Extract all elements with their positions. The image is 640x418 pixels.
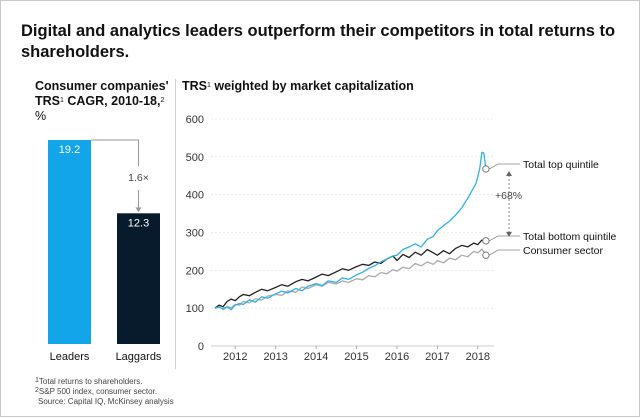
line-heading-sup: 1 (207, 82, 211, 89)
line-heading-text: weighted by market capitalization (210, 79, 414, 93)
multiplier-label: 1.6× (128, 172, 149, 184)
bar-category-label-leaders: Leaders (50, 351, 90, 363)
bar-heading-sup2: 2 (160, 97, 165, 104)
x-tick-label-2012: 2012 (223, 351, 247, 363)
y-tick-label-100: 100 (186, 303, 204, 315)
series-line-consumer-sector (214, 248, 487, 310)
y-tick-label-0: 0 (198, 341, 204, 353)
footnote-2-text: S&P 500 index, consumer sector. (38, 387, 158, 396)
series-end-marker-top-quintile (482, 165, 490, 173)
footnote-1: 1Total returns to shareholders. (35, 377, 335, 387)
bar-heading-sup1: 1 (60, 97, 64, 104)
multiplier-arrowhead (135, 207, 142, 213)
x-tick-label-2015: 2015 (344, 351, 368, 363)
bar-category-label-laggards: Laggards (116, 351, 162, 363)
x-tick-label-2017: 2017 (425, 351, 449, 363)
bar-laggards (117, 213, 160, 344)
x-tick-label-2016: 2016 (385, 351, 409, 363)
x-tick-label-2013: 2013 (263, 351, 287, 363)
bar-heading-trs: TRS (35, 94, 60, 108)
line-heading-trs: TRS (182, 79, 207, 93)
series-leader-line-consumer-sector (489, 249, 520, 256)
bar-value-label-leaders: 19.2 (59, 144, 80, 156)
series-line-top-quintile (214, 151, 487, 311)
bar-heading-cagr: CAGR, 2010-18, (63, 94, 161, 108)
bar-heading-line1: Consumer companies' (35, 79, 169, 93)
series-label-consumer-sector: Consumer sector (523, 245, 603, 257)
multiplier-bracket-top (91, 139, 139, 166)
y-tick-label-300: 300 (186, 228, 204, 240)
gap-arrow-down (506, 231, 512, 237)
line-chart-heading: TRS1 weighted by market capitalization (182, 79, 502, 94)
series-label-bottom-quintile: Total bottom quintile (523, 231, 617, 243)
y-tick-label-400: 400 (186, 190, 204, 202)
series-line-bottom-quintile (214, 239, 487, 309)
series-leader-line-top-quintile (489, 163, 520, 170)
panel-divider (175, 79, 176, 369)
series-leader-line-bottom-quintile (489, 235, 520, 242)
footnote-2-sup: 2 (35, 387, 39, 394)
x-tick-label-2014: 2014 (304, 351, 328, 363)
footnote-2: 2S&P 500 index, consumer sector. (35, 387, 335, 397)
x-tick-label-2018: 2018 (466, 351, 490, 363)
y-tick-label-600: 600 (186, 114, 204, 126)
bar-heading-unit: % (35, 109, 47, 123)
bar-leaders (48, 140, 91, 344)
series-end-marker-bottom-quintile (482, 237, 490, 245)
series-label-top-quintile: Total top quintile (523, 159, 599, 171)
footnote-1-sup: 1 (35, 377, 39, 384)
footnote-source: Source: Capital IQ, McKinsey analysis (38, 397, 174, 406)
series-end-marker-consumer-sector (482, 251, 490, 259)
figure-title: Digital and analytics leaders outperform… (21, 22, 616, 61)
y-tick-label-500: 500 (186, 152, 204, 164)
gap-label: +68% (495, 190, 522, 202)
y-tick-label-200: 200 (186, 265, 204, 277)
footnote-1-text: Total returns to shareholders. (38, 377, 143, 386)
bar-chart-heading: Consumer companies' TRS1 CAGR, 2010-18,2… (35, 79, 185, 124)
bar-value-label-laggards: 12.3 (128, 217, 149, 229)
gap-arrow-up (506, 170, 512, 176)
footnotes: 1Total returns to shareholders. 2S&P 500… (35, 377, 335, 407)
